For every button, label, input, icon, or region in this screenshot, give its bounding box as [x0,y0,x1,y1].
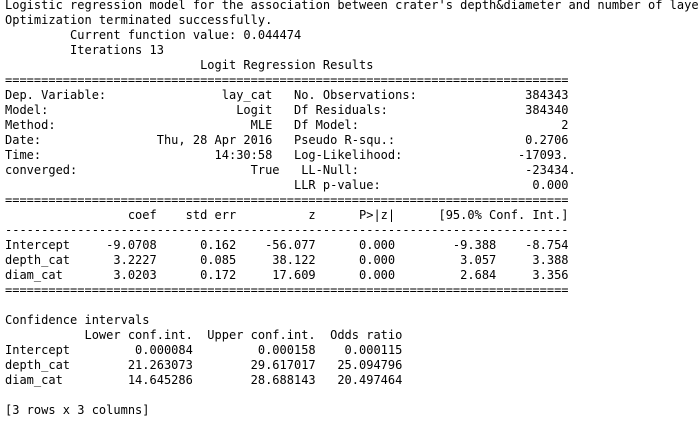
output-line: coef std err z P>|z| [95.0% Conf. Int.] [5,208,569,222]
output-line: converged: True LL-Null: -23434. [5,163,576,177]
output-line: ========================================… [5,73,569,87]
output-line: ========================================… [5,193,569,207]
output-line: Model: Logit Df Residuals: 384340 [5,103,569,117]
output-line: Current function value: 0.044474 [5,28,302,42]
output-line: Optimization terminated successfully. [5,13,273,27]
output-line: diam_cat 14.645286 28.688143 20.497464 [5,373,403,387]
output-line: ========================================… [5,283,569,297]
output-line: diam_cat 3.0203 0.172 17.609 0.000 2.684… [5,268,569,282]
output-line: Intercept 0.000084 0.000158 0.000115 [5,343,403,357]
output-line: Iterations 13 [5,43,164,57]
output-line: Lower conf.int. Upper conf.int. Odds rat… [5,328,403,342]
output-line: Logistic regression model for the associ… [5,0,699,12]
output-line: Method: MLE Df Model: 2 [5,118,569,132]
output-line: depth_cat 21.263073 29.617017 25.094796 [5,358,403,372]
output-line: ----------------------------------------… [5,223,569,237]
output-line: LLR p-value: 0.000 [5,178,569,192]
output-line: Intercept -9.0708 0.162 -56.077 0.000 -9… [5,238,569,252]
output-line: Logit Regression Results [5,58,374,72]
output-line: Confidence intervals [5,313,150,327]
output-line: Time: 14:30:58 Log-Likelihood: -17093. [5,148,569,162]
output-line: Date: Thu, 28 Apr 2016 Pseudo R-squ.: 0.… [5,133,569,147]
output-line: Dep. Variable: lay_cat No. Observations:… [5,88,569,102]
output-line: [3 rows x 3 columns] [5,403,150,417]
output-line: depth_cat 3.2227 0.085 38.122 0.000 3.05… [5,253,569,267]
